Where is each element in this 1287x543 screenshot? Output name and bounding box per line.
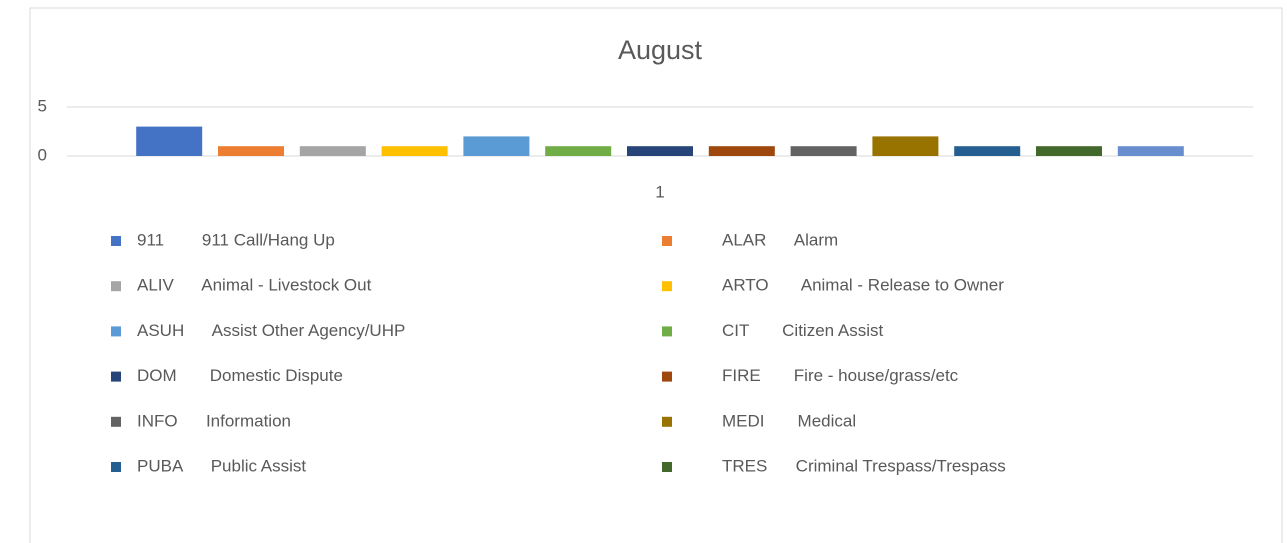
- legend-label: CIT Citizen Assist: [722, 321, 884, 340]
- bar: [1036, 146, 1102, 156]
- legend-swatch: [662, 281, 672, 292]
- legend-swatch: [111, 416, 121, 427]
- bar: [218, 146, 284, 156]
- bar: [872, 136, 939, 156]
- y-tick-label: 0: [38, 145, 47, 164]
- bar: [627, 146, 693, 156]
- legend-label: DOM Domestic Dispute: [137, 366, 343, 385]
- bar: [463, 136, 530, 156]
- bar: [136, 126, 203, 156]
- legend-label: ARTO Animal - Release to Owner: [722, 276, 1004, 295]
- chart-frame: [29, 7, 1283, 543]
- legend-label: MEDI Medical: [722, 411, 856, 430]
- legend-swatch: [662, 462, 672, 472]
- y-tick-label: 5: [38, 96, 47, 115]
- legend-label: 911 911 Call/Hang Up: [137, 230, 335, 249]
- bar: [1117, 146, 1184, 156]
- legend-label: FIRE Fire - house/grass/etc: [722, 366, 959, 385]
- legend-label: TRES Criminal Trespass/Trespass: [722, 456, 1006, 475]
- bar: [381, 146, 448, 156]
- x-tick-label: 1: [655, 182, 664, 201]
- legend-swatch: [662, 371, 672, 382]
- legend-swatch: [111, 371, 121, 382]
- legend-swatch: [662, 326, 672, 337]
- legend-label: ALIV Animal - Livestock Out: [137, 276, 372, 295]
- legend-swatch: [111, 281, 121, 292]
- legend-label: ASUH Assist Other Agency/UHP: [137, 321, 405, 340]
- legend-swatch: [662, 416, 672, 427]
- legend-swatch: [111, 462, 121, 472]
- bar: [790, 146, 857, 156]
- bar: [299, 146, 366, 156]
- legend-swatch: [111, 326, 121, 337]
- legend-swatch: [662, 236, 672, 246]
- legend-label: PUBA Public Assist: [137, 456, 306, 475]
- legend-label: ALAR Alarm: [722, 230, 838, 249]
- bar: [954, 146, 1021, 156]
- legend-swatch: [111, 236, 121, 246]
- bar: [708, 146, 775, 156]
- legend-label: INFO Information: [137, 411, 291, 430]
- chart-title: August: [618, 35, 703, 65]
- bar: [545, 146, 612, 156]
